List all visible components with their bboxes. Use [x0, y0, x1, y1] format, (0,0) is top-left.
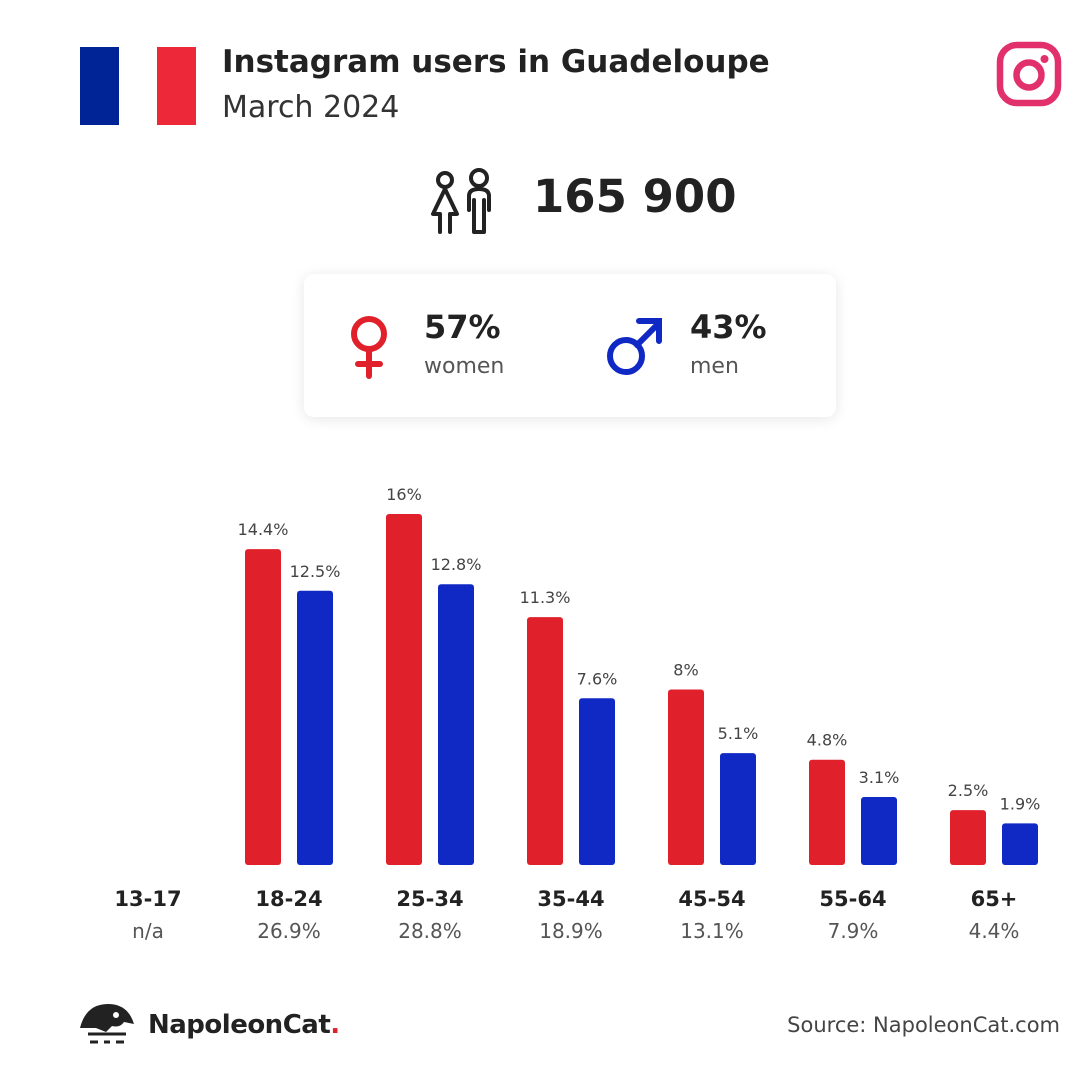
- bar-women: [245, 549, 281, 865]
- bar-men: [1002, 823, 1038, 865]
- total-users-value: 165 900: [533, 170, 737, 223]
- category-total: n/a: [132, 919, 164, 943]
- category-label: 45-54: [678, 887, 745, 911]
- users-icon: [431, 168, 491, 234]
- data-label: 14.4%: [238, 520, 289, 539]
- bar-women: [809, 759, 845, 865]
- flag-stripe-blue: [80, 47, 119, 125]
- chart-subtitle: March 2024: [222, 90, 400, 125]
- flag-stripe-white: [118, 47, 158, 125]
- data-label: 11.3%: [520, 588, 571, 607]
- category-total: 13.1%: [680, 919, 744, 943]
- data-label: 1.9%: [1000, 794, 1041, 813]
- bar-men: [861, 796, 897, 865]
- napoleoncat-logo-icon: [80, 1004, 134, 1044]
- bar-men: [297, 590, 333, 865]
- women-percent: 57%: [424, 308, 501, 346]
- gender-split-card: 57% women 43% men: [304, 274, 836, 417]
- data-label: 5.1%: [718, 724, 759, 743]
- data-label: 7.6%: [577, 669, 618, 688]
- category-total: 18.9%: [539, 919, 603, 943]
- brand-name: NapoleonCat.: [148, 1010, 340, 1040]
- data-label: 2.5%: [948, 781, 989, 800]
- bar-women: [527, 617, 563, 865]
- men-label: men: [690, 354, 739, 379]
- category-label: 25-34: [396, 887, 463, 911]
- flag-stripe-red: [157, 47, 197, 125]
- chart-title: Instagram users in Guadeloupe: [222, 44, 770, 80]
- male-symbol-icon: [607, 318, 662, 375]
- category-total: 4.4%: [969, 919, 1020, 943]
- brand-name-text: NapoleonCat: [148, 1010, 331, 1040]
- bar-women: [386, 514, 422, 865]
- category-label: 35-44: [537, 887, 604, 911]
- category-total: 28.8%: [398, 919, 462, 943]
- category-label: 55-64: [819, 887, 886, 911]
- bar-men: [438, 584, 474, 865]
- category-total: 7.9%: [828, 919, 879, 943]
- brand-dot: .: [330, 1010, 340, 1040]
- data-label: 16%: [386, 485, 422, 504]
- source-text: Source: NapoleonCat.com: [787, 1013, 1060, 1037]
- france-flag-icon: [80, 47, 197, 125]
- bar-women: [668, 689, 704, 865]
- category-total: 26.9%: [257, 919, 321, 943]
- data-label: 8%: [673, 661, 698, 680]
- men-percent: 43%: [690, 308, 767, 346]
- women-label: women: [424, 354, 505, 379]
- bar-women: [950, 810, 986, 865]
- category-label: 13-17: [114, 887, 181, 911]
- category-label: 65+: [971, 887, 1018, 911]
- female-symbol-icon: [351, 316, 387, 379]
- bar-men: [579, 698, 615, 865]
- bar-men: [720, 753, 756, 865]
- data-label: 3.1%: [859, 768, 900, 787]
- data-label: 4.8%: [807, 731, 848, 750]
- age-gender-bar-chart: 13-17 n/a 14.4% 12.5% 18-24 26.9% 16% 12.8% 25-3…: [114, 485, 1041, 943]
- data-label: 12.5%: [290, 562, 341, 581]
- instagram-icon: [996, 41, 1062, 107]
- data-label: 12.8%: [431, 555, 482, 574]
- category-label: 18-24: [255, 887, 322, 911]
